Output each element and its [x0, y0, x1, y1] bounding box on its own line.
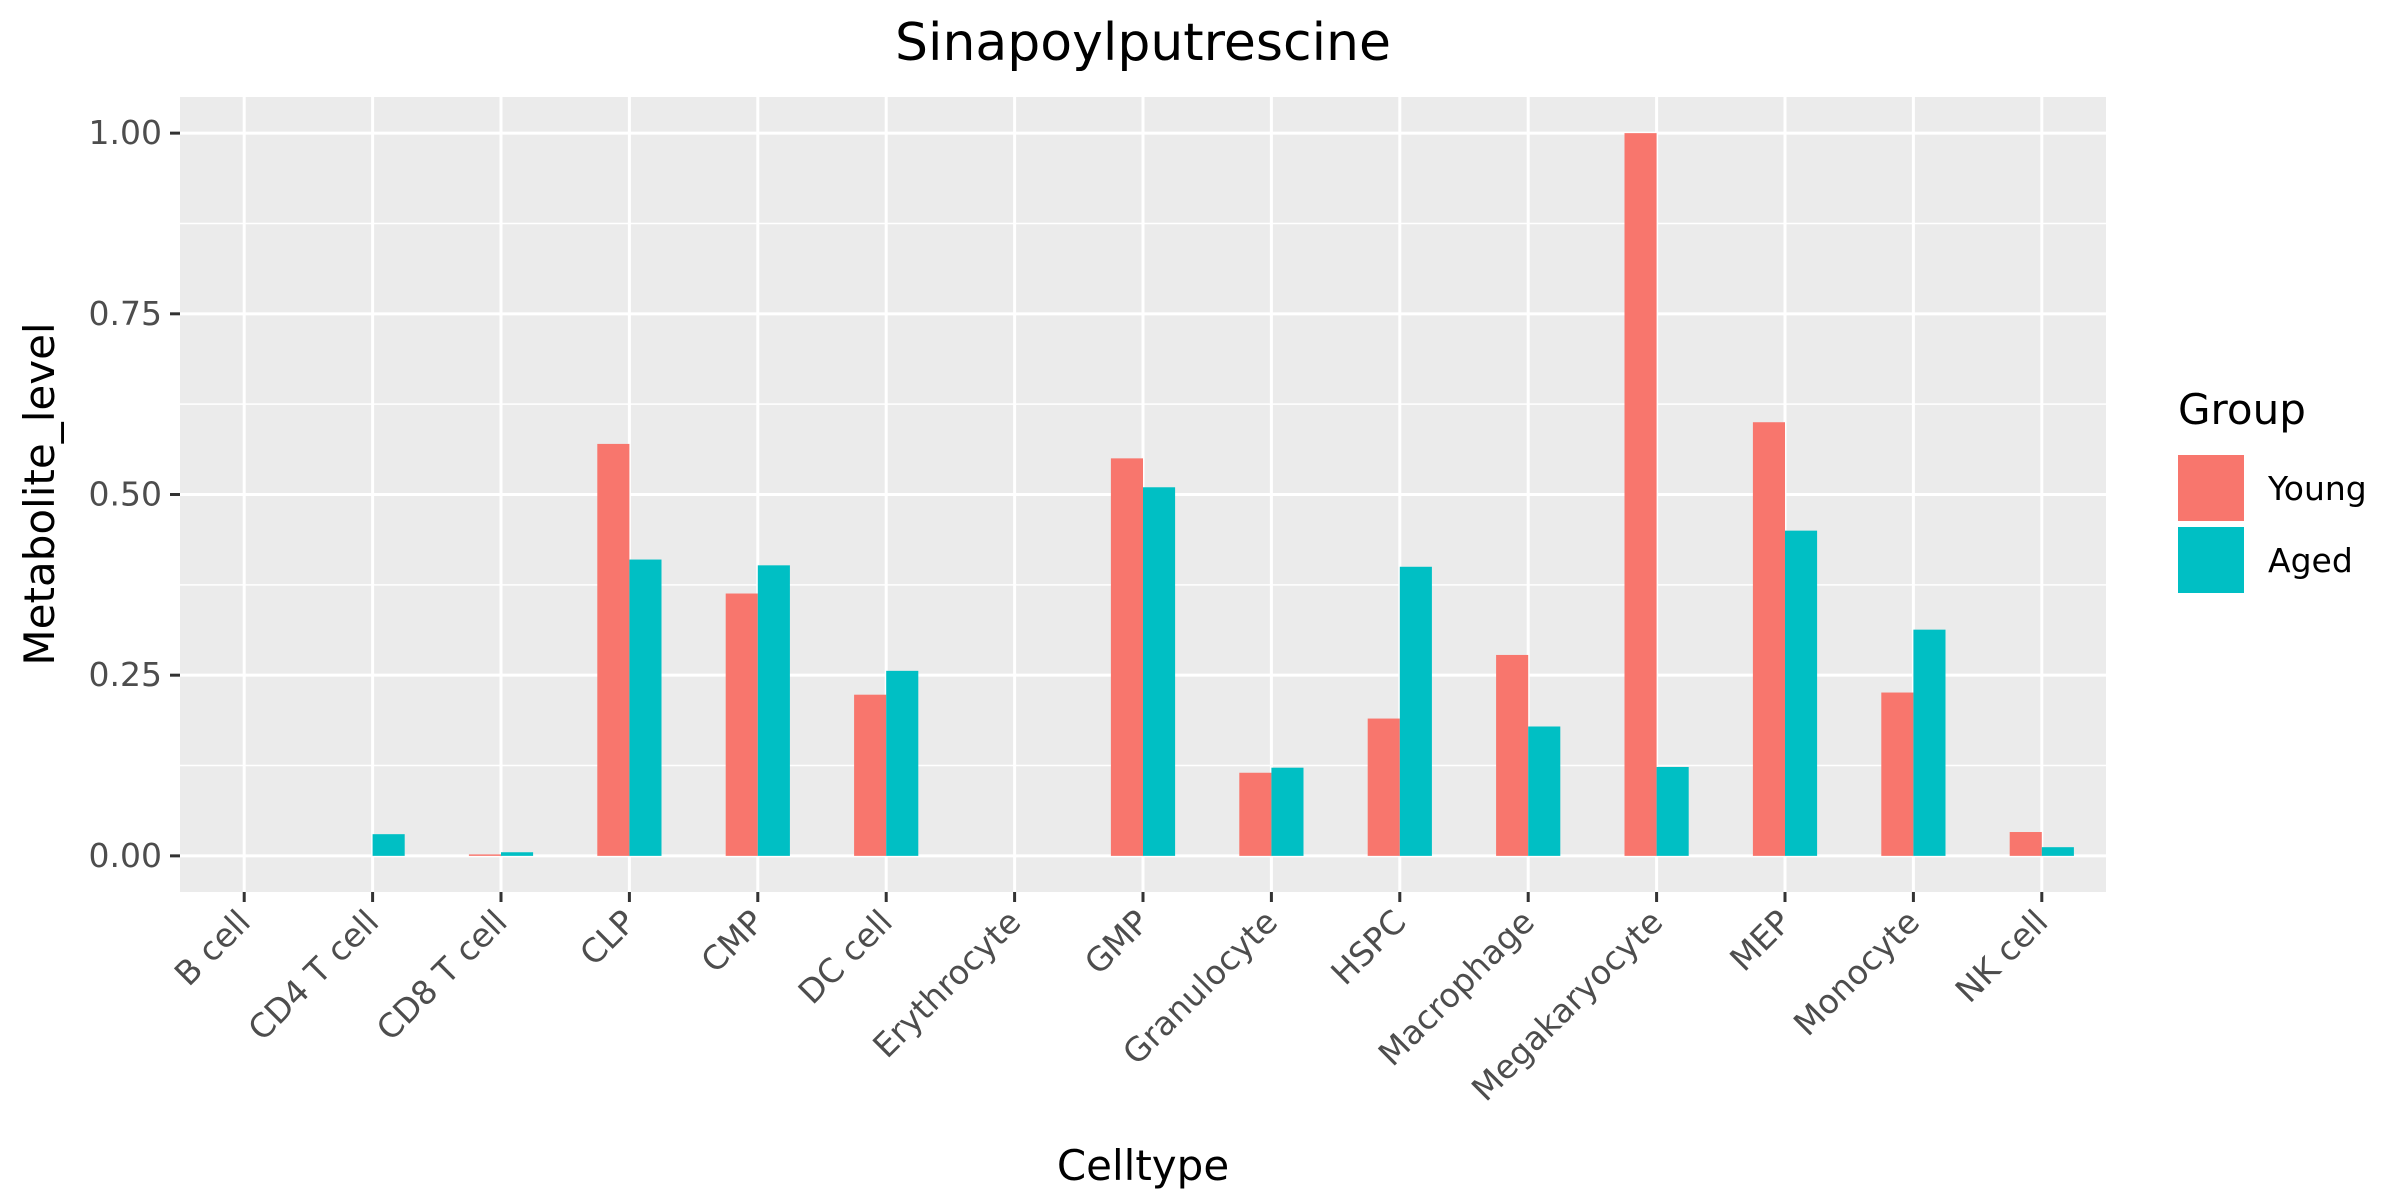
x-tick-label: CD8 T cell: [369, 902, 515, 1048]
bar-young: [468, 854, 501, 856]
y-tick-label: 0.25: [89, 655, 162, 694]
bar-aged: [501, 852, 534, 856]
x-tick-label: CD4 T cell: [240, 902, 386, 1048]
x-tick-label: MEP: [1722, 902, 1799, 979]
bar-young: [1752, 422, 1785, 856]
y-axis: 0.00 0.25 0.50 0.75 1.00: [89, 113, 180, 875]
bar-young: [1367, 718, 1400, 856]
bar-aged: [2041, 847, 2074, 856]
x-tick-label: CMP: [693, 902, 771, 980]
chart-title: Sinapoylputrescine: [895, 13, 1391, 73]
x-tick-label: HSPC: [1323, 902, 1413, 992]
x-tick-label: NK cell: [1948, 902, 2056, 1010]
legend: Group Young Aged: [2178, 385, 2367, 593]
bar-aged: [372, 834, 405, 856]
x-tick-label: GMP: [1077, 902, 1157, 982]
bar-aged: [1143, 487, 1176, 856]
bar-young: [1110, 458, 1143, 856]
bar-young: [1496, 654, 1529, 856]
bar-young: [597, 443, 630, 856]
bar-aged: [1271, 767, 1304, 856]
x-axis-title: Celltype: [1057, 1141, 1229, 1190]
y-tick-label: 0.50: [89, 475, 162, 514]
bars: [372, 133, 2074, 856]
bar-aged: [1785, 530, 1818, 856]
bar-young: [1624, 133, 1657, 856]
bar-young: [2009, 832, 2042, 856]
y-tick-label: 0.75: [89, 294, 162, 333]
y-tick-label: 0.00: [89, 836, 162, 875]
legend-key-aged: [2178, 527, 2244, 593]
bar-young: [1881, 692, 1914, 856]
bar-aged: [886, 670, 919, 856]
bar-aged: [1528, 726, 1561, 856]
x-tick-label: B cell: [167, 902, 258, 993]
x-tick-label: CLP: [572, 902, 643, 973]
bar-young: [1239, 772, 1272, 856]
bar-aged: [1913, 629, 1946, 856]
legend-label: Young: [2267, 469, 2367, 508]
x-tick-label: DC cell: [790, 902, 899, 1011]
bar-aged: [1656, 766, 1689, 856]
y-tick-label: 1.00: [89, 113, 162, 152]
bar-aged: [757, 565, 790, 856]
bar-young: [725, 593, 758, 856]
legend-title: Group: [2178, 385, 2306, 434]
x-tick-label: Monocyte: [1786, 902, 1927, 1043]
legend-label: Aged: [2268, 541, 2353, 580]
y-axis-title: Metabolite_level: [15, 322, 64, 665]
bar-aged: [629, 559, 662, 856]
bar-young: [854, 694, 887, 856]
legend-key-young: [2178, 455, 2244, 521]
bar-aged: [1399, 566, 1432, 856]
